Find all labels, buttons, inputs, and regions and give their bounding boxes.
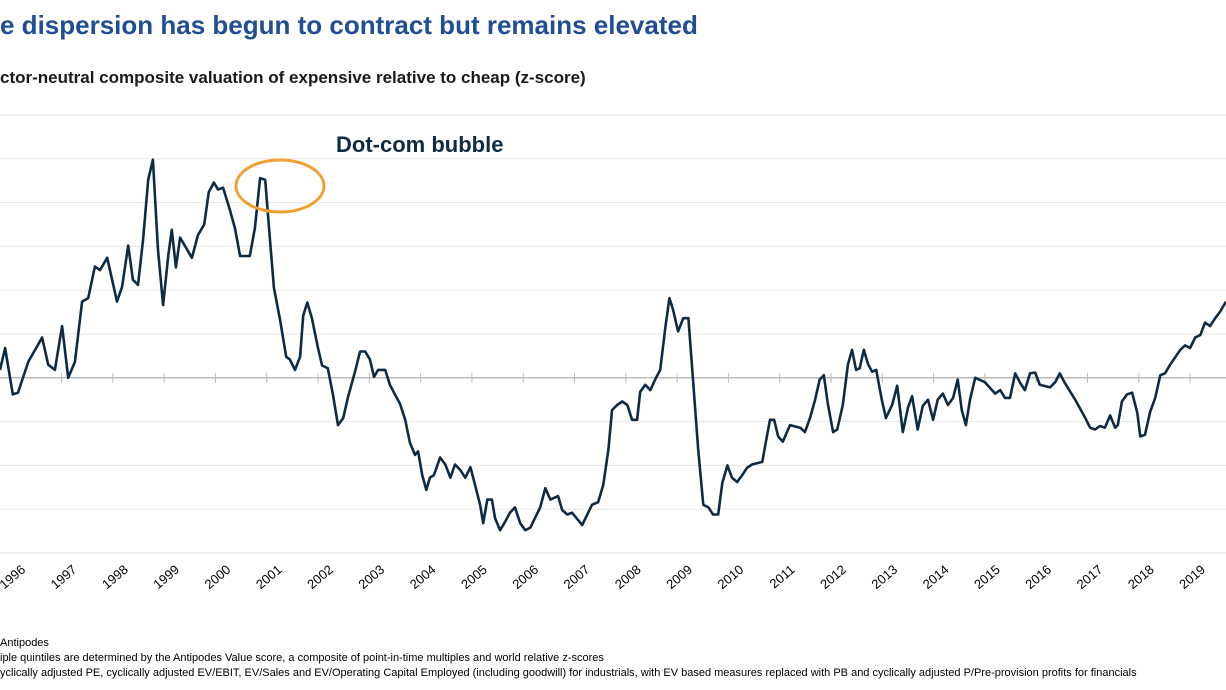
x-tick-label: 2019 (1176, 562, 1208, 592)
chart-title: e dispersion has begun to contract but r… (0, 10, 698, 40)
highlight-ellipse (234, 158, 326, 214)
x-tick-label: 2007 (561, 562, 593, 592)
x-tick-label: 2004 (407, 562, 439, 592)
x-tick-label: 2016 (1022, 562, 1054, 592)
x-tick-label: 2010 (715, 562, 747, 592)
x-tick-label: 2013 (868, 562, 900, 592)
grid: 1996 1997 1998 1999 2000 2001 2002 2003 2004 2005… (0, 114, 1226, 592)
x-tick-label: 1996 (0, 562, 28, 592)
x-tick-label: 1999 (150, 562, 182, 592)
footnote: iple quintiles are determined by the Ant… (0, 652, 604, 664)
footnote: yclically adjusted PE, cyclically adjust… (0, 667, 1137, 679)
x-tick-label: 2001 (253, 562, 285, 592)
plot (0, 158, 1226, 532)
x-tick-label: 2000 (202, 562, 234, 592)
x-tick-label: 2018 (1125, 562, 1157, 592)
x-tick-label: 2014 (920, 562, 952, 592)
notes: Antipodes iple quintiles are determined b… (0, 637, 1137, 679)
footnote: Antipodes (0, 637, 49, 649)
x-tick-label: 1997 (48, 562, 80, 592)
x-tick-label: 2008 (612, 562, 644, 592)
annotation: Dot-com bubble (336, 132, 503, 157)
x-tick-label: 2002 (304, 562, 336, 592)
x-tick-label: 1998 (99, 562, 131, 592)
x-tick-label: 2006 (509, 562, 541, 592)
data-line (0, 158, 1226, 532)
x-tick-label: 2009 (663, 562, 695, 592)
x-tick-label: 2005 (458, 562, 490, 592)
x-tick-label: 2015 (971, 562, 1003, 592)
x-tick-label: 2011 (767, 562, 798, 591)
x-tick-label: 2003 (355, 562, 387, 592)
x-tick-label: 2012 (817, 562, 849, 592)
x-tick-label: 2017 (1074, 562, 1106, 592)
chart-subtitle: ctor-neutral composite valuation of expe… (0, 68, 586, 87)
